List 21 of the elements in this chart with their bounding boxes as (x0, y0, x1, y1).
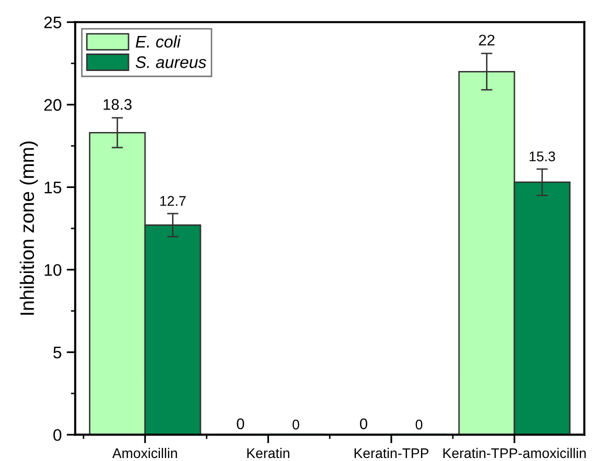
x-tick-label: Keratin-TPP-amoxicillin (443, 448, 586, 458)
x-tick-label: Keratin (247, 448, 290, 458)
data-label: 0 (292, 420, 300, 430)
y-axis-title: Inhibition zone (mm) (20, 142, 38, 315)
y-tick-label: 5 (53, 346, 62, 358)
y-tick-label: 0 (53, 429, 62, 441)
data-label: 12.7 (160, 196, 186, 206)
data-label: 0 (236, 418, 244, 430)
x-tick-label: Amoxicillin (112, 448, 177, 458)
y-tick-label: 10 (44, 264, 62, 276)
data-label: 0 (360, 418, 368, 430)
data-label: 15.3 (530, 151, 556, 162)
data-label: 18.3 (104, 99, 132, 110)
y-tick-label: 15 (44, 182, 62, 194)
data-label: 0 (416, 420, 422, 430)
x-tick-label: Keratin-TPP (354, 448, 428, 458)
legend-label: S. aureus (136, 56, 206, 68)
y-tick-label: 20 (44, 99, 62, 111)
y-tick-label: 25 (44, 16, 62, 28)
legend-label: E. coli (136, 35, 181, 48)
data-label: 22 (479, 34, 494, 46)
